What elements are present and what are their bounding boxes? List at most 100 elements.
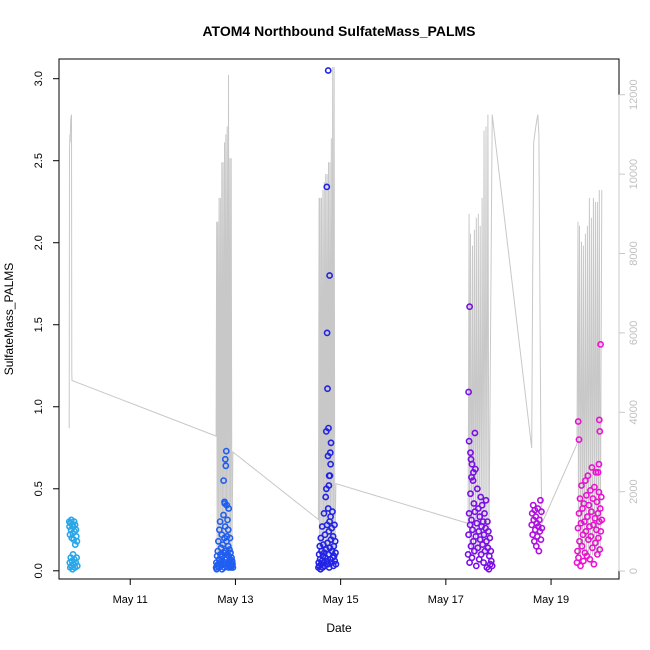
data-point	[574, 418, 582, 425]
x-tick-label: May 11	[113, 594, 148, 606]
data-point	[324, 67, 332, 74]
data-point	[575, 436, 583, 443]
data-point	[331, 537, 339, 545]
data-point	[478, 501, 486, 509]
data-point	[320, 510, 328, 517]
data-point	[472, 562, 480, 570]
data-point	[73, 537, 81, 545]
y2-tick-label: 4000	[628, 400, 640, 424]
data-point	[584, 513, 591, 521]
altitude-line	[68, 66, 603, 556]
data-point	[220, 511, 227, 519]
data-point	[317, 534, 325, 542]
y-tick-label: 0.5	[33, 481, 45, 496]
data-point	[224, 516, 231, 524]
data-point	[589, 544, 596, 552]
data-point	[465, 531, 472, 539]
data-point	[596, 546, 604, 553]
secondary-y-axis: 0 2000 4000 6000 8000 10000 12000	[618, 79, 640, 574]
data-point	[486, 534, 494, 542]
data-point	[576, 495, 584, 502]
data-point	[538, 524, 546, 532]
data-point	[328, 508, 336, 516]
data-point	[587, 533, 595, 540]
y-tick-label: 1.5	[33, 317, 45, 332]
data-point	[473, 519, 481, 527]
data-point	[591, 514, 599, 522]
data-point	[585, 501, 593, 509]
data-point	[592, 468, 600, 476]
data-point	[590, 560, 598, 568]
y-tick-label: 2.5	[33, 153, 45, 168]
data-point	[73, 554, 80, 562]
data-point	[476, 513, 484, 521]
data-point	[577, 562, 584, 570]
data-point	[532, 542, 540, 550]
data-point	[589, 495, 597, 502]
data-point	[538, 508, 545, 516]
data-point	[592, 539, 599, 547]
y2-tick-label: 2000	[628, 479, 640, 503]
data-point	[483, 518, 491, 525]
data-point	[479, 541, 486, 548]
data-point	[72, 526, 80, 534]
data-point	[326, 272, 333, 279]
data-point	[465, 510, 473, 517]
data-point	[578, 542, 586, 550]
data-point	[477, 551, 485, 558]
data-point	[468, 460, 476, 468]
data-point	[584, 472, 592, 480]
data-point	[469, 477, 477, 484]
data-point	[465, 388, 472, 396]
y2-tick-label: 10000	[628, 159, 640, 190]
data-point	[488, 562, 496, 570]
data-point	[327, 460, 334, 468]
data-point	[224, 542, 232, 550]
data-point	[595, 460, 603, 468]
data-point	[484, 528, 492, 535]
data-point	[331, 521, 338, 529]
data-point	[593, 498, 601, 506]
data-point	[472, 533, 480, 540]
y2-tick-label: 12000	[628, 79, 640, 110]
data-point	[594, 468, 602, 476]
y-tick-label: 0.0	[33, 563, 45, 578]
x-axis-label: Date	[326, 621, 352, 635]
data-point	[220, 477, 227, 484]
data-point	[487, 547, 495, 555]
data-point	[465, 437, 473, 445]
data-point	[470, 500, 478, 507]
data-point	[575, 510, 583, 517]
data-point	[332, 560, 340, 568]
data-point	[326, 449, 334, 457]
x-tick-label: May 17	[428, 594, 464, 606]
data-point	[216, 518, 224, 525]
data-point	[323, 329, 331, 337]
data-point	[575, 554, 582, 562]
x-axis: May 11 May 13 May 15 May 17 May 19	[113, 578, 569, 606]
data-point	[587, 486, 594, 494]
data-point	[222, 462, 230, 470]
y-axis-label: SulfateMass_PALMS	[2, 263, 16, 376]
data-point	[221, 455, 229, 463]
data-point	[588, 464, 596, 471]
data-point	[222, 447, 230, 455]
y2-tick-label: 0	[628, 568, 640, 574]
data-point	[229, 564, 237, 571]
chart-title: ATOM4 Northbound SulfateMass_PALMS	[202, 23, 475, 39]
data-point	[468, 554, 476, 562]
y-tick-label: 3.0	[33, 71, 45, 86]
data-point	[580, 557, 587, 565]
y2-tick-label: 6000	[628, 321, 640, 345]
data-point	[482, 496, 490, 504]
data-point	[596, 505, 604, 512]
data-point	[324, 385, 331, 393]
data-point	[582, 528, 590, 535]
data-point	[537, 496, 544, 504]
x-tick-label: May 13	[217, 594, 253, 606]
data-point	[228, 554, 235, 562]
data-point	[480, 559, 487, 566]
data-point	[481, 510, 488, 517]
data-point	[325, 424, 332, 432]
